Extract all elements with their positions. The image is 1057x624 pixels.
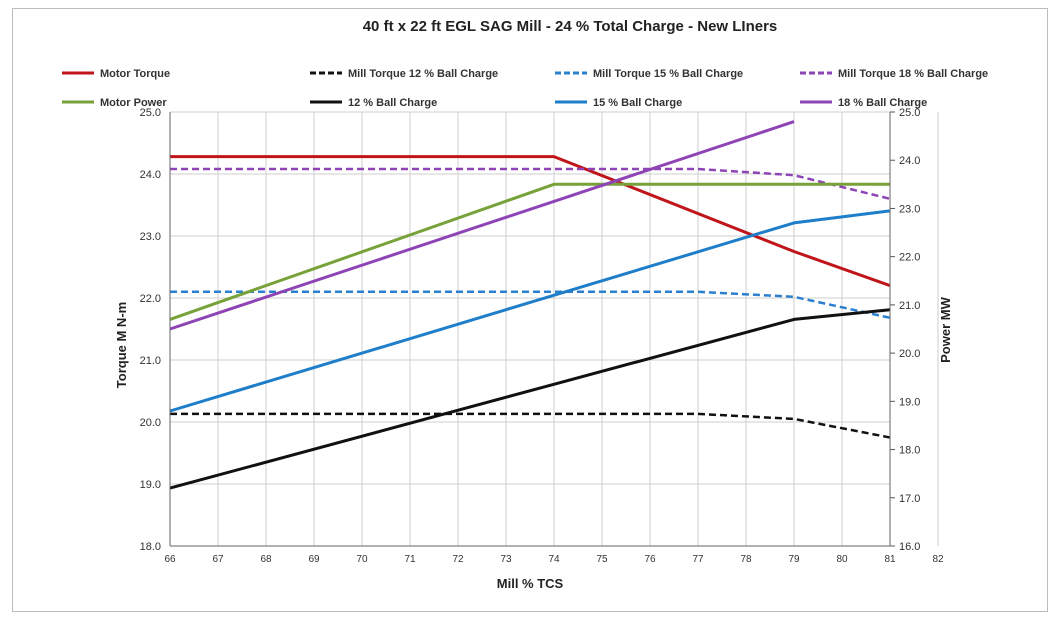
y-left-tick-label: 20.0 [140,417,161,429]
series-line-motor-power [169,182,890,321]
y-left-tick-label: 25.0 [140,107,161,119]
x-tick-label: 82 [932,554,944,565]
y-right-tick-label: 22.0 [899,252,920,264]
x-tick-label: 76 [644,554,656,565]
grid [169,111,939,547]
legend-label: Motor Torque [100,68,170,80]
y-left-tick-label: 18.0 [140,541,161,553]
y-right-tick-label: 19.0 [899,396,920,408]
x-tick-label: 79 [788,554,800,565]
legend: Motor Torque Mill Torque 12 % Ball Charge… [62,68,988,109]
y-left-tick-label: 22.0 [140,293,161,305]
series-line-motor-torque [170,155,891,288]
x-tick-label: 75 [596,554,608,565]
series-line-12-ball-charge [169,308,891,490]
x-tick-label: 81 [884,554,896,565]
legend-label: Mill Torque 15 % Ball Charge [593,68,743,80]
legend-label: Motor Power [100,97,167,109]
x-tick-label: 71 [404,554,416,565]
x-tick-label: 73 [500,554,512,565]
series-line-mill-torque-12-ball-charge [170,412,891,439]
legend-label: Mill Torque 12 % Ball Charge [348,68,498,80]
legend-label: Mill Torque 18 % Ball Charge [838,68,988,80]
y-right-tick-label: 23.0 [899,203,920,215]
x-tick-label: 70 [356,554,368,565]
x-tick-label: 74 [548,554,560,565]
legend-label: 18 % Ball Charge [838,97,927,109]
y-axis-left-title: Torque M N-m [114,302,129,388]
legend-label: 15 % Ball Charge [593,97,682,109]
y-right-tick-label: 16.0 [899,541,920,553]
x-tick-label: 69 [308,554,320,565]
x-tick-label: 67 [212,554,224,565]
y-left-tick-label: 24.0 [140,169,161,181]
x-tick-label: 77 [692,554,704,565]
y-right-tick-label: 21.0 [899,300,920,312]
legend-label: 12 % Ball Charge [348,97,437,109]
x-tick-label: 80 [836,554,848,565]
series-line-15-ball-charge [169,209,891,413]
x-tick-label: 68 [260,554,272,565]
chart-title: 40 ft x 22 ft EGL SAG Mill - 24 % Total … [363,18,778,35]
y-right-tick-label: 18.0 [899,445,920,457]
y-left-tick-label: 23.0 [140,231,161,243]
y-right-tick-label: 20.0 [899,348,920,360]
y-axis-right-title: Power MW [938,296,953,362]
y-left-tick-label: 19.0 [140,479,161,491]
y-right-tick-label: 17.0 [899,493,920,505]
series-line-18-ball-charge [169,120,795,331]
series-line-mill-torque-15-ball-charge [170,290,891,320]
x-tick-label: 78 [740,554,752,565]
x-axis-title: Mill % TCS [497,576,564,591]
y-right-tick-label: 24.0 [899,155,920,167]
y-right-tick-label: 25.0 [899,107,920,119]
axes: 66 67 68 69 70 71 72 73 74 75 76 77 78 79 80 81 82 18.0 19… [140,107,944,565]
x-tick-label: 72 [452,554,464,565]
y-left-tick-label: 21.0 [140,355,161,367]
series-layer [169,120,891,490]
x-tick-label: 66 [164,554,176,565]
series-line-mill-torque-18-ball-charge [170,167,891,201]
